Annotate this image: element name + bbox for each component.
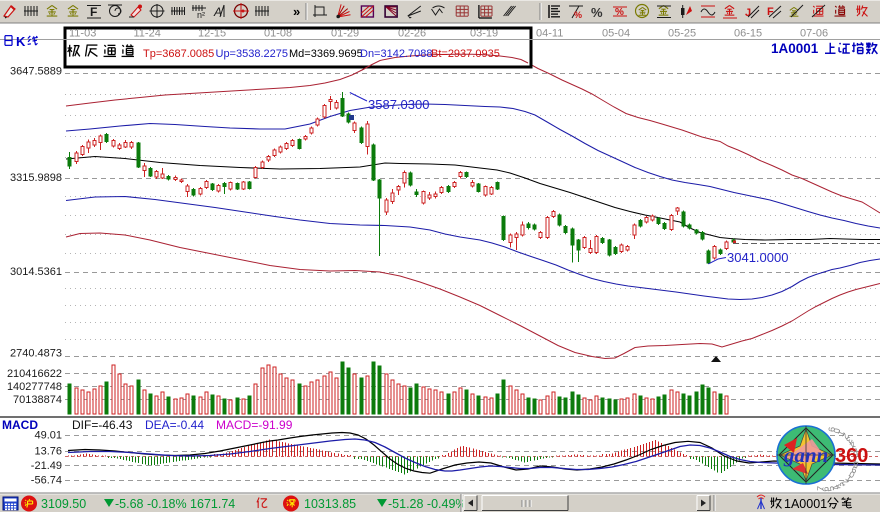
svg-text:3587.0300: 3587.0300	[368, 97, 429, 112]
svg-text:210416622: 210416622	[7, 368, 62, 380]
svg-text:F: F	[90, 5, 97, 19]
svg-text:1: 1	[836, 429, 847, 438]
svg-text:Md=3369.9695: Md=3369.9695	[289, 48, 363, 60]
svg-text:04-11: 04-11	[536, 28, 563, 40]
svg-text:360: 360	[835, 445, 868, 467]
svg-text:1A0001: 1A0001	[784, 497, 827, 511]
svg-text:DIF=-46.43: DIF=-46.43	[72, 418, 133, 432]
svg-text:3: 3	[835, 480, 846, 490]
svg-text:1A0001: 1A0001	[771, 41, 819, 56]
svg-text:DEA=-0.44: DEA=-0.44	[145, 418, 204, 432]
svg-text:07-06: 07-06	[800, 28, 828, 40]
svg-text:9: 9	[826, 426, 836, 432]
svg-text:03-19: 03-19	[470, 28, 498, 40]
svg-text:F: F	[767, 6, 774, 18]
svg-text:»: »	[293, 4, 300, 19]
svg-text:Up=3538.2275: Up=3538.2275	[216, 48, 288, 60]
svg-text:2740.4873: 2740.4873	[10, 348, 62, 360]
svg-text:3647.5889: 3647.5889	[10, 66, 62, 78]
svg-text:%: %	[591, 5, 603, 20]
svg-text:01-08: 01-08	[264, 28, 292, 40]
svg-text:n²: n²	[197, 10, 205, 20]
svg-text:MACD: MACD	[2, 418, 38, 432]
svg-text:05-25: 05-25	[668, 28, 696, 40]
svg-text:3315.9898: 3315.9898	[10, 172, 62, 184]
svg-text:49.01: 49.01	[34, 430, 62, 442]
svg-text:0: 0	[848, 469, 857, 480]
svg-text:10313.85: 10313.85	[304, 497, 356, 511]
svg-text:7: 7	[853, 454, 859, 464]
svg-text:06-15: 06-15	[734, 28, 762, 40]
svg-text:-5.68 -0.18% 1671.74: -5.68 -0.18% 1671.74	[115, 497, 235, 511]
svg-text:3: 3	[844, 435, 855, 446]
svg-text:11-03: 11-03	[69, 28, 96, 40]
svg-text:0: 0	[831, 427, 842, 434]
svg-text:2: 2	[840, 431, 851, 441]
svg-text:5: 5	[850, 443, 859, 454]
svg-text:05-04: 05-04	[602, 28, 630, 40]
svg-text:02-26: 02-26	[398, 28, 426, 40]
svg-text:2: 2	[840, 477, 851, 488]
svg-text:4: 4	[830, 483, 841, 492]
svg-text:11-24: 11-24	[134, 28, 161, 40]
svg-text:J: J	[745, 7, 751, 19]
svg-text:A: A	[213, 5, 222, 19]
svg-text:12-15: 12-15	[198, 28, 226, 40]
svg-text:-21.49: -21.49	[31, 460, 62, 472]
svg-text:140277748: 140277748	[7, 381, 62, 393]
svg-text:K: K	[16, 34, 26, 49]
svg-text:3041.0000: 3041.0000	[727, 250, 788, 265]
svg-text:1: 1	[844, 473, 854, 484]
svg-text:8: 8	[853, 459, 859, 469]
svg-text:gann: gann	[783, 443, 828, 467]
svg-text:6: 6	[852, 449, 859, 460]
svg-text:MACD=-91.99: MACD=-91.99	[216, 418, 293, 432]
svg-text:5: 5	[825, 485, 836, 492]
svg-text:%: %	[615, 7, 624, 18]
svg-text:Bt=2937.0935: Bt=2937.0935	[431, 48, 500, 60]
svg-text:01-29: 01-29	[331, 28, 359, 40]
svg-text:4: 4	[847, 439, 857, 450]
svg-text:-56.74: -56.74	[31, 475, 62, 487]
svg-text:Tp=3687.0085: Tp=3687.0085	[143, 48, 214, 60]
svg-text:Dn=3142.7088: Dn=3142.7088	[360, 48, 432, 60]
svg-text:6: 6	[820, 486, 830, 492]
svg-text:%: %	[574, 10, 582, 20]
svg-text:70138874: 70138874	[13, 394, 62, 406]
svg-text:13.76: 13.76	[34, 446, 62, 458]
svg-text:7: 7	[815, 486, 825, 492]
svg-text:9: 9	[851, 464, 858, 475]
svg-text:3109.50: 3109.50	[41, 497, 86, 511]
svg-text:3014.5361: 3014.5361	[10, 266, 62, 278]
